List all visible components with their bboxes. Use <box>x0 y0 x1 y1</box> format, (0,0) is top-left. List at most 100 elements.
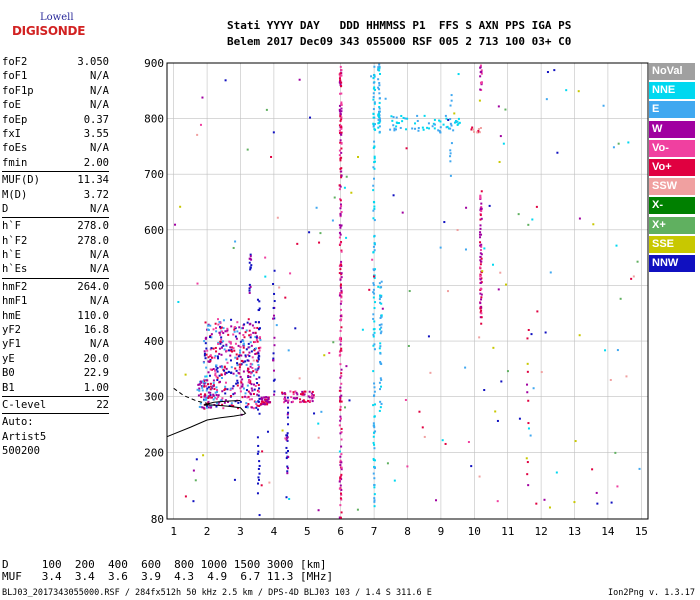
echo-point <box>483 247 486 250</box>
echo-point <box>224 399 227 402</box>
echo-point <box>246 321 249 324</box>
echo-point <box>194 479 197 482</box>
echo-point <box>338 424 341 427</box>
echo-point <box>257 352 260 355</box>
param-value: 264.0 <box>77 280 109 293</box>
echo-point <box>204 379 207 382</box>
echo-point <box>237 355 240 358</box>
echo-point <box>373 466 376 469</box>
echo-point <box>239 375 242 378</box>
echo-point <box>219 342 222 345</box>
echo-point <box>453 121 456 124</box>
echo-point <box>532 387 535 390</box>
param-row: yF1 N/A <box>2 337 109 351</box>
echo-point <box>207 396 210 399</box>
echo-point <box>202 361 205 364</box>
echo-point <box>207 406 210 409</box>
echo-point <box>340 118 343 121</box>
echo-point <box>456 120 459 123</box>
echo-point <box>478 475 481 478</box>
echo-point <box>248 334 251 337</box>
echo-point <box>439 131 442 134</box>
echo-point <box>380 314 383 317</box>
echo-point <box>380 315 383 318</box>
muf-table: D 100 200 400 600 800 1000 1500 3000 [km… <box>2 559 333 583</box>
echo-point <box>209 404 212 407</box>
x-tick-label: 10 <box>468 525 481 538</box>
echo-point <box>232 246 235 249</box>
echo-point <box>478 336 481 339</box>
echo-point <box>340 205 343 208</box>
echo-point <box>340 176 343 179</box>
echo-point <box>517 213 520 216</box>
echo-point <box>401 120 404 123</box>
echo-point <box>437 129 440 132</box>
echo-point <box>379 360 382 363</box>
echo-point <box>477 129 480 132</box>
echo-point <box>215 327 218 330</box>
echo-point <box>249 362 252 365</box>
echo-point <box>255 359 258 362</box>
echo-point <box>248 329 251 332</box>
echo-point <box>231 346 234 349</box>
echo-point <box>372 87 375 90</box>
echo-point <box>220 341 223 344</box>
param-row: foEp 0.37 <box>2 113 109 127</box>
echo-point <box>401 211 404 214</box>
param-row: 500200 <box>2 444 109 458</box>
echo-point <box>287 456 290 459</box>
echo-point <box>285 446 288 449</box>
echo-point <box>212 379 215 382</box>
echo-point <box>207 328 210 331</box>
echo-point <box>272 314 275 317</box>
echo-point <box>239 400 242 403</box>
echo-point <box>230 325 233 328</box>
echo-point <box>317 436 320 439</box>
echo-point <box>340 103 343 106</box>
legend-item-ssw: SSW <box>649 178 695 196</box>
echo-point <box>286 467 289 470</box>
echo-point <box>292 397 295 400</box>
echo-point <box>379 352 382 355</box>
echo-point <box>439 120 442 123</box>
echo-point <box>471 126 474 129</box>
echo-point <box>264 275 267 278</box>
echo-point <box>386 462 389 465</box>
param-name: foF1 <box>2 70 28 83</box>
echo-point <box>249 253 252 256</box>
echo-point <box>302 399 305 402</box>
echo-point <box>225 367 228 370</box>
echo-point <box>303 393 306 396</box>
echo-point <box>219 365 222 368</box>
echo-point <box>339 65 342 68</box>
echo-point <box>373 505 376 508</box>
echo-point <box>308 231 311 234</box>
param-name: h`E <box>2 249 21 262</box>
echo-point <box>263 401 266 404</box>
echo-point <box>449 152 452 155</box>
echo-point <box>203 382 206 385</box>
echo-point <box>310 394 313 397</box>
param-separator <box>2 277 109 279</box>
echo-point <box>259 339 262 342</box>
echo-point <box>201 380 204 383</box>
file-info: BLJ03_2017343055000.RSF / 284fx512h 50 k… <box>2 588 432 598</box>
echo-point <box>527 427 530 430</box>
echo-point <box>213 356 216 359</box>
echo-point <box>205 347 208 350</box>
echo-point <box>339 113 342 116</box>
echo-point <box>373 155 376 158</box>
echo-point <box>209 360 212 363</box>
echo-point <box>285 438 288 441</box>
echo-point <box>340 92 343 95</box>
echo-point <box>378 67 381 70</box>
echo-point <box>373 500 376 503</box>
echo-point <box>373 331 376 334</box>
echo-point <box>526 461 529 464</box>
echo-point <box>256 492 259 495</box>
echo-point <box>373 447 376 450</box>
echo-point <box>226 400 229 403</box>
echo-point <box>526 391 529 394</box>
param-separator <box>2 413 109 415</box>
echo-point <box>450 99 453 102</box>
